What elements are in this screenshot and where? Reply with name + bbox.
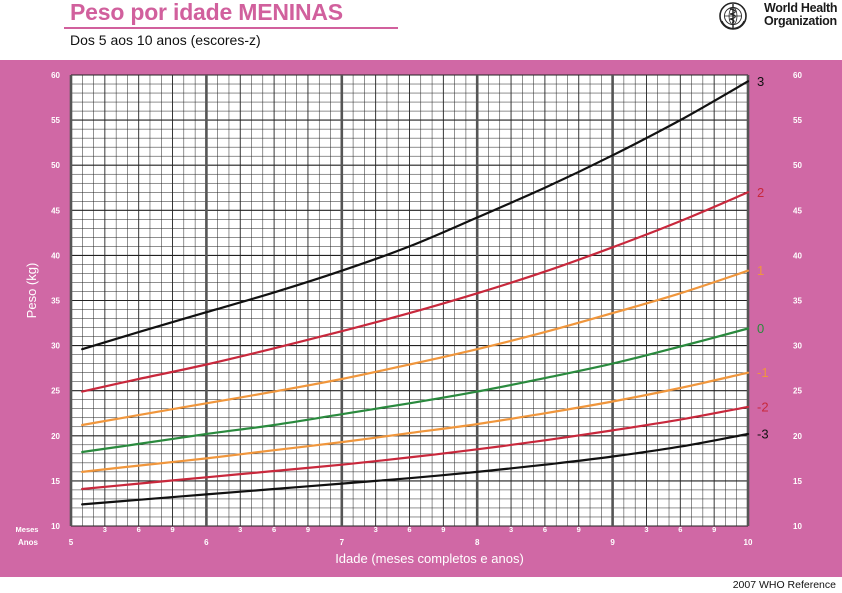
who-wordmark: World Health Organization bbox=[764, 1, 838, 28]
z-label--1: -1 bbox=[757, 365, 769, 380]
y-axis-label: Peso (kg) bbox=[24, 263, 39, 319]
y-tick-left: 20 bbox=[51, 432, 60, 441]
z-score-labels: 3 2 1 0 -1 -2 -3 bbox=[757, 74, 769, 442]
y-tick-right: 25 bbox=[793, 387, 802, 396]
month-tick: 3 bbox=[103, 525, 107, 534]
chart-title: Peso por idade MENINAS bbox=[70, 0, 343, 25]
y-tick-left: 30 bbox=[51, 342, 60, 351]
year-tick: 7 bbox=[340, 538, 345, 547]
x-axis-label: Idade (meses completos e anos) bbox=[335, 551, 524, 566]
month-tick: 3 bbox=[644, 525, 648, 534]
z-curve-1 bbox=[81, 269, 750, 427]
z-curve-0 bbox=[81, 327, 750, 454]
y-tick-right: 50 bbox=[793, 161, 802, 170]
z-score-curves bbox=[81, 80, 750, 506]
y-tick-left: 15 bbox=[51, 477, 60, 486]
y-tick-right: 10 bbox=[793, 522, 802, 531]
z-curve--2 bbox=[81, 405, 750, 491]
y-tick-right: 60 bbox=[793, 71, 802, 80]
y-tick-right: 40 bbox=[793, 251, 802, 260]
year-tick: 6 bbox=[204, 538, 209, 547]
years-unit-label: Anos bbox=[18, 538, 39, 547]
month-tick: 6 bbox=[137, 525, 141, 534]
y-tick-right: 45 bbox=[793, 206, 802, 215]
y-tick-right: 55 bbox=[793, 116, 802, 125]
z-label--2: -2 bbox=[757, 399, 769, 414]
month-tick: 6 bbox=[272, 525, 276, 534]
y-tick-left: 35 bbox=[51, 297, 60, 306]
month-tick: 6 bbox=[678, 525, 682, 534]
chart-subtitle: Dos 5 aos 10 anos (escores-z) bbox=[70, 32, 261, 48]
z-label-1: 1 bbox=[757, 263, 764, 278]
year-tick: 5 bbox=[69, 538, 74, 547]
y-tick-right: 35 bbox=[793, 297, 802, 306]
z-curve-2 bbox=[81, 191, 750, 393]
z-label-0: 0 bbox=[757, 321, 764, 336]
who-logo: World Health Organization bbox=[716, 0, 842, 36]
z-curve--3 bbox=[81, 432, 750, 506]
y-tick-left: 55 bbox=[51, 116, 60, 125]
month-tick: 9 bbox=[712, 525, 716, 534]
year-tick: 9 bbox=[610, 538, 615, 547]
y-tick-left: 25 bbox=[51, 387, 60, 396]
z-label--3: -3 bbox=[757, 426, 769, 441]
z-curve--1 bbox=[81, 371, 750, 473]
month-tick: 6 bbox=[543, 525, 547, 534]
month-tick: 3 bbox=[238, 525, 242, 534]
z-label-2: 2 bbox=[757, 185, 764, 200]
grid-major bbox=[69, 74, 750, 527]
y-tick-right: 15 bbox=[793, 477, 802, 486]
title-underline bbox=[64, 27, 398, 29]
months-unit-label: Meses bbox=[16, 525, 39, 534]
month-tick: 3 bbox=[374, 525, 378, 534]
z-curve-3 bbox=[81, 80, 750, 351]
month-tick: 9 bbox=[170, 525, 174, 534]
who-emblem-icon bbox=[719, 2, 747, 30]
month-tick: 3 bbox=[509, 525, 513, 534]
y-tick-left: 10 bbox=[51, 522, 60, 531]
year-tick: 8 bbox=[475, 538, 480, 547]
y-tick-right: 30 bbox=[793, 342, 802, 351]
who-wordmark-line2: Organization bbox=[764, 14, 837, 28]
month-tick: 6 bbox=[407, 525, 411, 534]
y-tick-left: 45 bbox=[51, 206, 60, 215]
y-tick-left: 60 bbox=[51, 71, 60, 80]
year-tick: 10 bbox=[744, 538, 753, 547]
month-tick: 9 bbox=[441, 525, 445, 534]
z-label-3: 3 bbox=[757, 74, 764, 89]
y-tick-left: 50 bbox=[51, 161, 60, 170]
month-tick: 9 bbox=[306, 525, 310, 534]
y-tick-left: 40 bbox=[51, 251, 60, 260]
month-tick: 9 bbox=[577, 525, 581, 534]
who-wordmark-line1: World Health bbox=[764, 1, 838, 15]
reference-note: 2007 WHO Reference bbox=[732, 579, 836, 591]
y-tick-right: 20 bbox=[793, 432, 802, 441]
